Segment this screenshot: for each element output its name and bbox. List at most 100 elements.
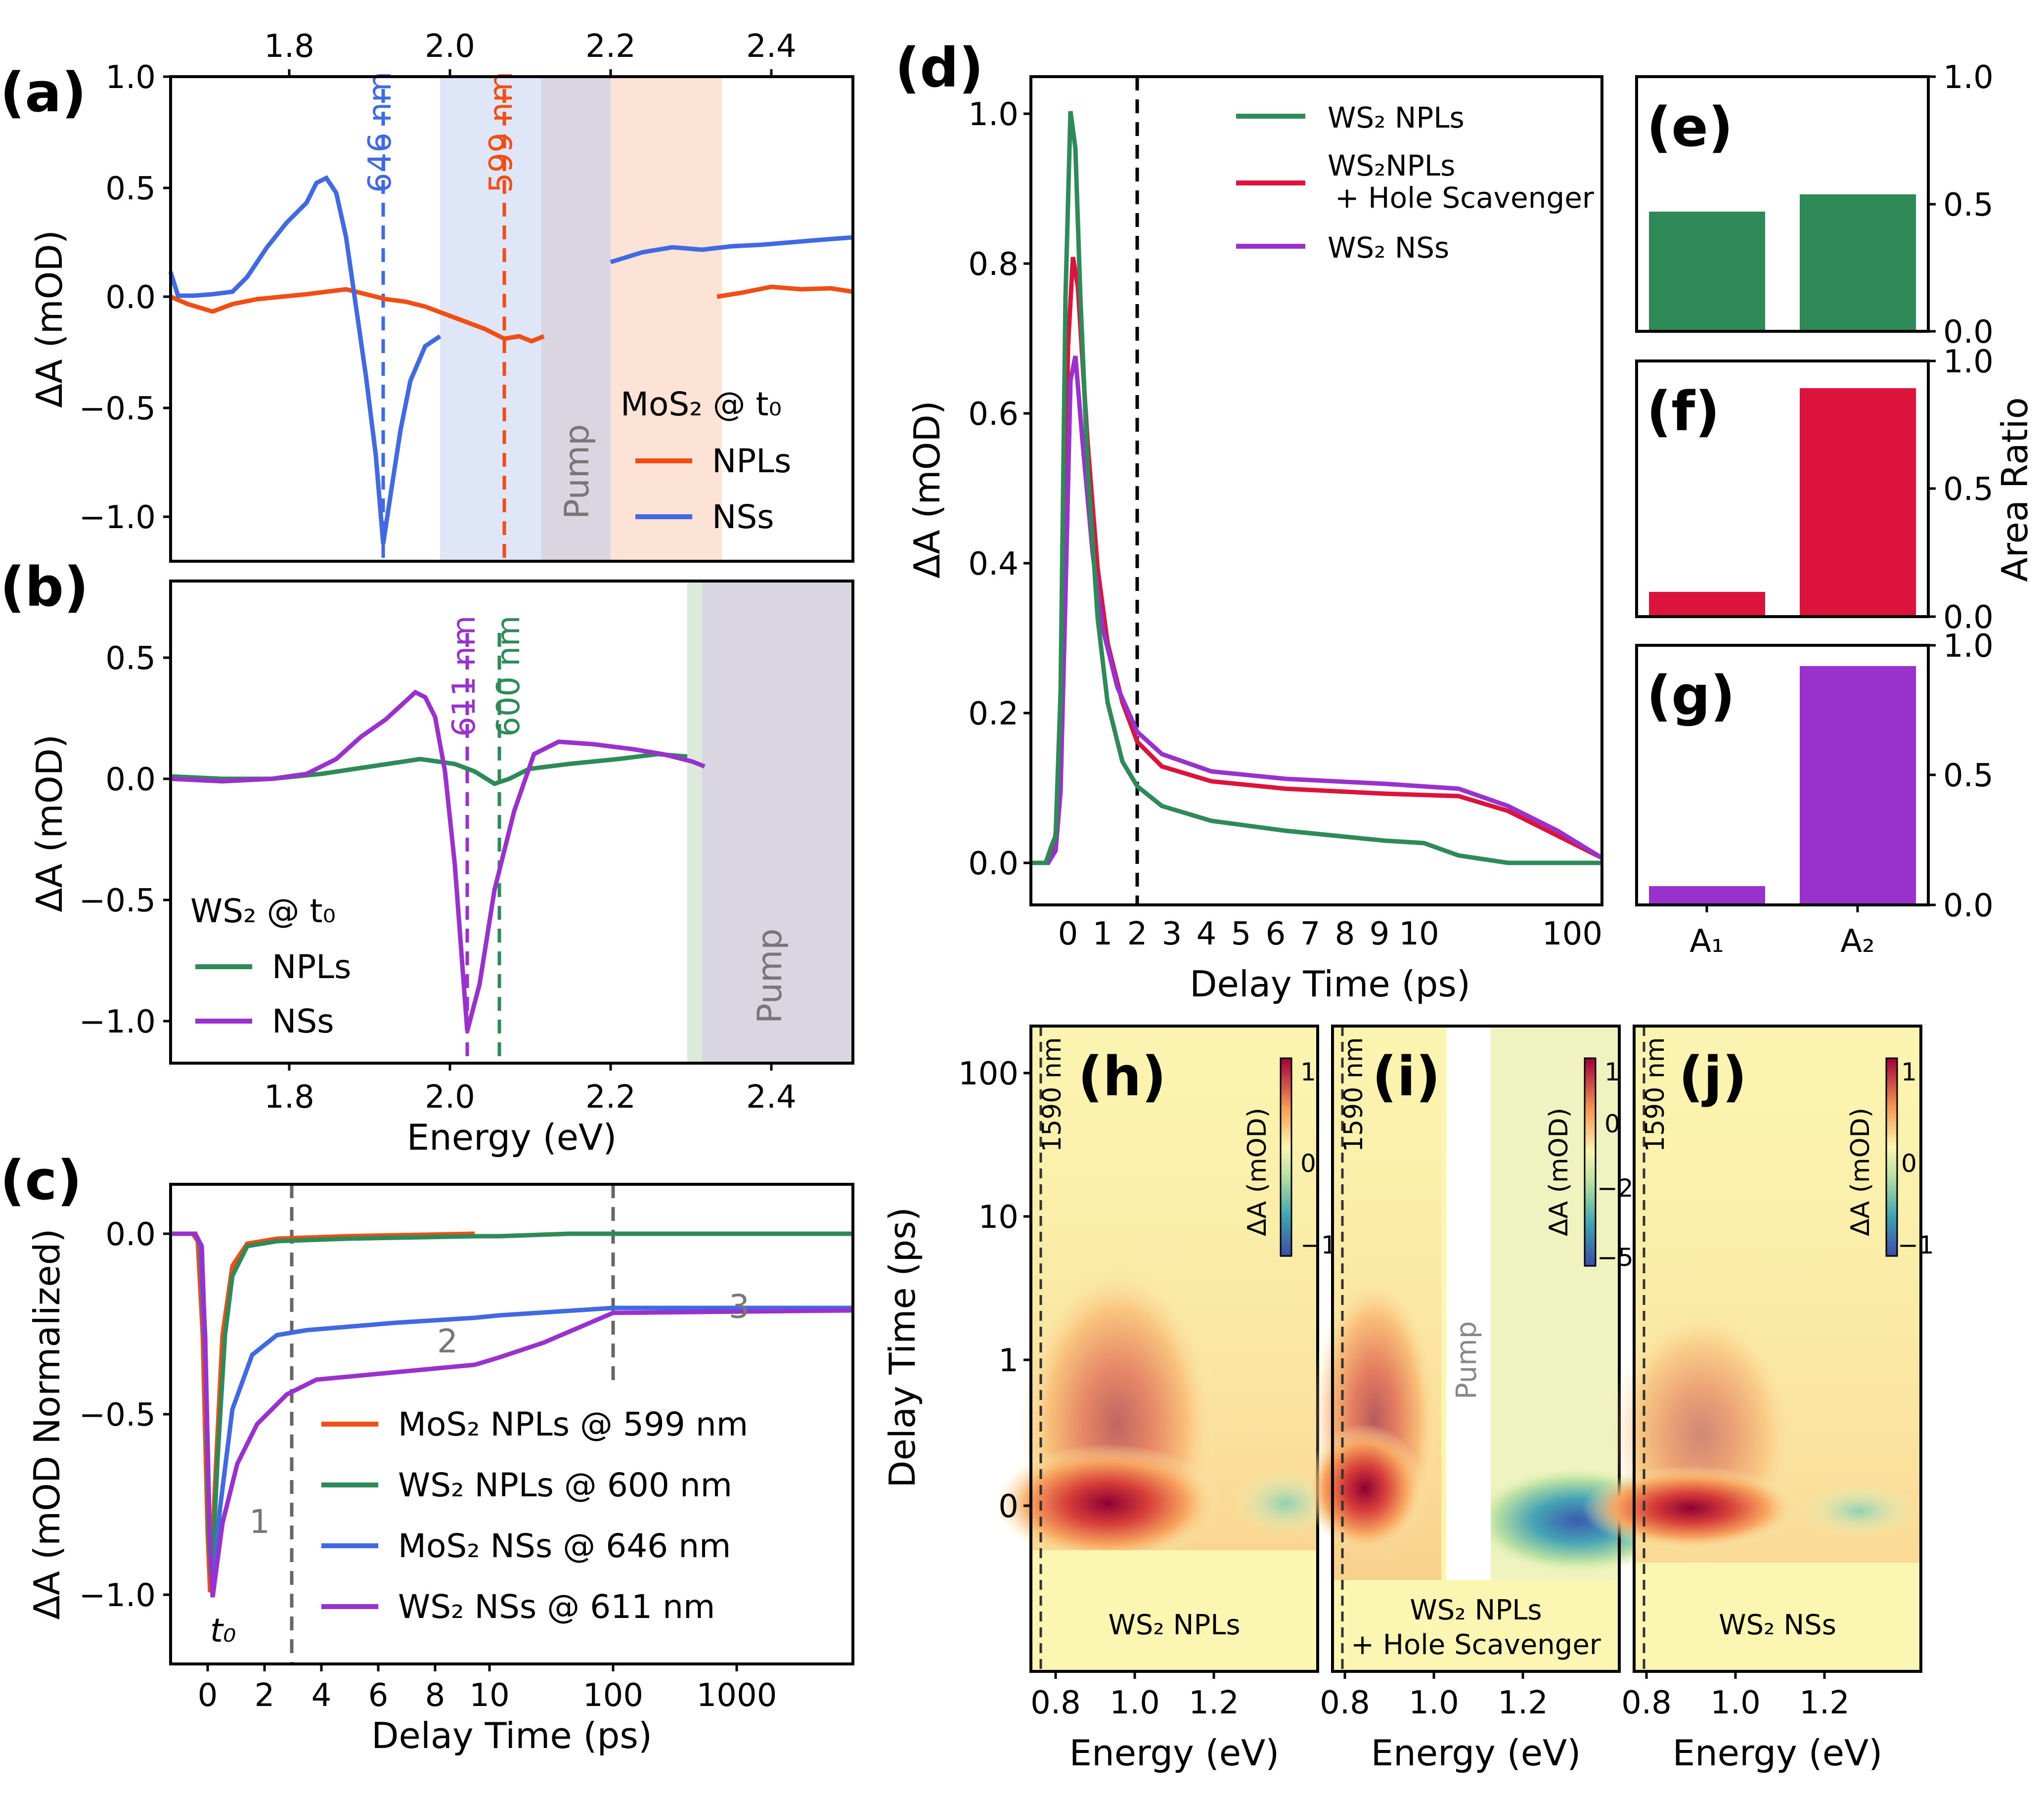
- legend-d-1: WS₂NPLs: [1328, 149, 1455, 182]
- cb-j-tick-1: 0: [1901, 1149, 1917, 1178]
- ytick-g-1: 0.5: [1943, 758, 1994, 794]
- ytick-g-2: 0.0: [1943, 888, 1994, 924]
- sample-i-2: + Hole Scavenger: [1351, 1629, 1601, 1661]
- xtick-d-8: 8: [1335, 916, 1355, 952]
- panel-d-label: (d): [895, 36, 983, 99]
- legend-d-0: WS₂ NPLs: [1328, 101, 1465, 135]
- ticks-a: [163, 69, 773, 518]
- region-1: 1: [249, 1503, 270, 1541]
- xtick-d-1: 1: [1093, 916, 1113, 952]
- xtick-i-1: 1.0: [1409, 1685, 1459, 1721]
- legend-b-title: WS₂ @ t₀: [190, 892, 336, 930]
- axes-j: [1633, 1025, 1922, 1673]
- xtick-c-5: 10: [469, 1677, 509, 1714]
- heatmap-h-core: [994, 1444, 1221, 1563]
- series-a-npls-2: [716, 284, 853, 299]
- heatmap-h-below: [1031, 1550, 1318, 1671]
- xtick-d-5: 5: [1231, 916, 1251, 952]
- pump-gap-i: [1446, 1026, 1491, 1580]
- legend-d-2: WS₂ NSs: [1328, 231, 1449, 265]
- ticks-b: [163, 656, 773, 1071]
- panel-j-label: (j): [1679, 1045, 1747, 1108]
- ylabel-a: ΔA (mOD): [29, 230, 70, 408]
- xtick-a-2: 2.2: [585, 28, 636, 65]
- legend-c-0: MoS₂ NPLs @ 599 nm: [398, 1405, 748, 1443]
- xtick-c-6: 100: [583, 1677, 643, 1714]
- ytick-h-3: 0: [998, 1488, 1019, 1525]
- heatmap-j-core: [1582, 1466, 1800, 1550]
- cb-j-tick-2: −1: [1898, 1231, 1934, 1259]
- xtick-c-7: 1000: [697, 1677, 777, 1714]
- pump-band-b: [702, 581, 853, 1063]
- ylabel-c: ΔA (mOD Normalized): [26, 1228, 68, 1619]
- pump-label-b: Pump: [751, 929, 790, 1024]
- xtick-a-0: 1.8: [264, 28, 314, 65]
- xlabel-j: Energy (eV): [1673, 1732, 1883, 1774]
- legend-c-3: WS₂ NSs @ 611 nm: [398, 1588, 715, 1626]
- legend-a-title: MoS₂ @ t₀: [621, 385, 782, 423]
- bar-g-a2: [1800, 666, 1916, 905]
- ytick-f-0: 1.0: [1943, 344, 1994, 380]
- ytick-d-4: 0.8: [968, 246, 1019, 283]
- heatmap-j-bleach: [1800, 1483, 1918, 1538]
- series-d-ws2-npls: [1031, 111, 1602, 865]
- xlabel-i: Energy (eV): [1371, 1732, 1581, 1774]
- cb-h-tick-0: 1: [1300, 1058, 1316, 1086]
- bar-e-a2: [1800, 194, 1916, 331]
- bar-g-a1: [1649, 886, 1765, 905]
- xtick-i-0: 0.8: [1320, 1685, 1370, 1721]
- series-a-npls: [170, 287, 545, 344]
- panel-c: (c) 0.0 −0.5 −1.0 0 2 4 6 8 10 100 1000 …: [0, 1149, 854, 1756]
- cb-i-tick-2: −2: [1597, 1174, 1634, 1203]
- panel-a-label: (a): [0, 61, 87, 124]
- series-d-ws2-ns: [1031, 356, 1603, 865]
- ylabel-h: Delay Time (ps): [882, 1207, 923, 1488]
- legend-d-1b: + Hole Scavenger: [1335, 181, 1594, 215]
- legend-a-1: NSs: [712, 498, 774, 536]
- heatmap-i-core: [1305, 1424, 1424, 1553]
- t0-label: t₀: [210, 1612, 236, 1650]
- ylabel-d: ΔA (mOD): [906, 401, 948, 579]
- band-green: [687, 581, 702, 1063]
- ytick-e-1: 0.5: [1943, 187, 1994, 224]
- ann-600: 600 nm: [490, 616, 527, 737]
- pump-label-i: Pump: [1451, 1321, 1483, 1399]
- cb-i-label: ΔA (mOD): [1544, 1108, 1574, 1236]
- ytick-c-1: −0.5: [79, 1397, 156, 1434]
- xtick-a-1: 2.0: [425, 28, 475, 65]
- ann-599: 599 nm: [483, 72, 520, 193]
- xtick-h-0: 0.8: [1030, 1685, 1081, 1721]
- ytick-a-0: 1.0: [105, 59, 156, 96]
- panel-d: (d) 1.0 0.8 0.6 0.4 0.2 0.0 0 1 2 3 4 5 …: [895, 36, 1603, 1005]
- xtick-i-2: 1.2: [1498, 1685, 1548, 1721]
- legend-a-0: NPLs: [712, 442, 791, 480]
- cb-h-label: ΔA (mOD): [1243, 1108, 1272, 1236]
- xcat-a2: A₂: [1840, 923, 1874, 960]
- cb-j-label: ΔA (mOD): [1846, 1108, 1875, 1236]
- panel-efg: (e) (f) (g) 1.0 0.5 0.0 1.0 0.5 0.0 1.0 …: [1635, 59, 2036, 960]
- series-b-nss: [170, 689, 706, 1032]
- panel-h-label: (h): [1078, 1045, 1166, 1108]
- panel-f-label: (f): [1646, 380, 1720, 443]
- ticks-c: [163, 1232, 738, 1671]
- region-2: 2: [437, 1322, 458, 1360]
- ytick-g-0: 1.0: [1943, 628, 1994, 665]
- sample-i-1: WS₂ NPLs: [1410, 1594, 1542, 1626]
- axes-h: [1029, 1025, 1319, 1673]
- ytick-e-2: 0.0: [1943, 314, 1994, 351]
- xtick-h-2: 1.2: [1189, 1685, 1239, 1721]
- ytick-a-1: 0.5: [105, 171, 156, 207]
- colorbar-h: [1280, 1057, 1292, 1257]
- xtick-d-3: 3: [1162, 916, 1182, 952]
- panel-i-label: (i): [1372, 1045, 1440, 1108]
- ytick-b-2: −0.5: [79, 883, 156, 919]
- panel-h: 1590 nm (h) 1 0 −1 ΔA (mOD) WS₂ NPLs 100…: [882, 1025, 1340, 1774]
- sample-h: WS₂ NPLs: [1108, 1609, 1240, 1641]
- colorbar-i: [1584, 1057, 1597, 1267]
- xtick-c-3: 6: [368, 1677, 389, 1714]
- bar-e-a1: [1649, 212, 1765, 331]
- xtick-c-0: 0: [198, 1677, 218, 1714]
- ytick-d-5: 1.0: [968, 96, 1019, 133]
- axes-a: [169, 75, 854, 563]
- xtick-d-10: 10: [1399, 916, 1439, 952]
